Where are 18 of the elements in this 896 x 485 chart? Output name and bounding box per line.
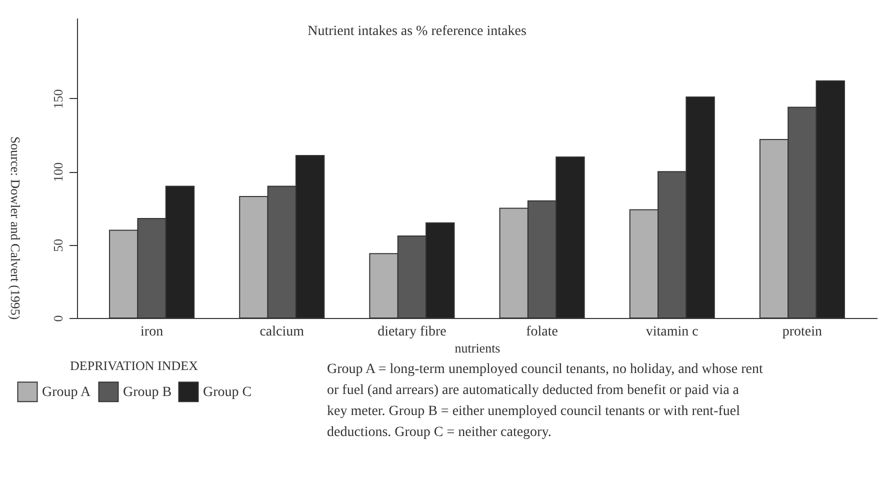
x-tick-label: protein <box>782 324 822 340</box>
x-axis-title: nutrients <box>454 340 500 356</box>
x-tick-label: dietary fibre <box>378 324 446 340</box>
source-note: Source: Dowler and Calvert (1995) <box>8 136 23 320</box>
text: Group A = long-term unemployed council tenants, no holiday, and whose rent or fuel (and arrears) are automatically deducted from benefit or paid via a key meter. Group B = either unemployed council tenants or with rent-fuel deductions. Group C = neither category. <box>327 362 763 440</box>
y-tick-label: 50 <box>50 238 66 252</box>
legend-label: Group A <box>42 384 92 400</box>
x-tick-label: folate <box>526 324 558 340</box>
y-tick-label: 0 <box>50 315 66 322</box>
x-tick-label: vitamin c <box>646 324 698 340</box>
legend-title: DEPRIVATION INDEX <box>70 358 199 373</box>
x-tick-label: iron <box>140 324 164 340</box>
y-tick-label: 100 <box>50 162 66 182</box>
y-tick-label: 150 <box>50 89 66 109</box>
legend-label: Group C <box>203 384 252 400</box>
x-tick-label: calcium <box>260 324 304 340</box>
legend-label: Group B <box>123 384 172 400</box>
chart-title: Nutrient intakes as % reference intakes <box>308 24 526 39</box>
